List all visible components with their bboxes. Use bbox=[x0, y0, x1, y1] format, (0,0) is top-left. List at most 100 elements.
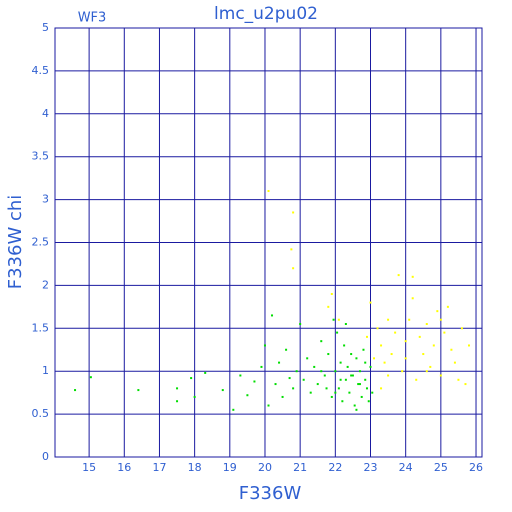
point bbox=[369, 365, 372, 368]
point bbox=[357, 383, 360, 386]
point bbox=[281, 395, 284, 398]
point bbox=[204, 371, 207, 374]
point bbox=[351, 374, 354, 377]
point bbox=[193, 395, 196, 398]
point bbox=[450, 348, 453, 351]
point bbox=[365, 387, 368, 390]
point bbox=[380, 387, 383, 390]
point bbox=[390, 353, 393, 356]
point bbox=[383, 361, 386, 364]
point bbox=[278, 361, 281, 364]
x-tick-label: 23 bbox=[364, 461, 378, 474]
x-tick-label: 22 bbox=[328, 461, 342, 474]
point bbox=[260, 365, 263, 368]
point bbox=[404, 340, 407, 343]
point bbox=[358, 383, 361, 386]
point bbox=[239, 374, 242, 377]
point bbox=[336, 331, 339, 334]
point bbox=[327, 353, 330, 356]
y-tick-label: 0.5 bbox=[32, 407, 50, 420]
point bbox=[246, 394, 249, 397]
point bbox=[337, 318, 340, 321]
point bbox=[253, 380, 256, 383]
x-tick-label: 16 bbox=[117, 461, 131, 474]
point bbox=[295, 370, 298, 373]
point bbox=[263, 344, 266, 347]
point bbox=[267, 404, 270, 407]
point bbox=[176, 400, 179, 403]
point bbox=[364, 361, 367, 364]
point bbox=[299, 323, 302, 326]
point bbox=[429, 365, 432, 368]
point bbox=[190, 377, 193, 380]
point bbox=[443, 331, 446, 334]
point bbox=[323, 374, 326, 377]
point bbox=[74, 389, 77, 392]
x-tick-label: 21 bbox=[293, 461, 307, 474]
point bbox=[376, 327, 379, 330]
point bbox=[343, 344, 346, 347]
point bbox=[411, 297, 414, 300]
point bbox=[348, 391, 351, 394]
y-tick-label: 5 bbox=[42, 21, 49, 34]
point bbox=[316, 383, 319, 386]
point bbox=[330, 395, 333, 398]
point bbox=[453, 361, 456, 364]
point bbox=[467, 344, 470, 347]
point bbox=[401, 370, 404, 373]
y-tick-label: 2.5 bbox=[32, 236, 50, 249]
point bbox=[344, 323, 347, 326]
x-tick-label: 15 bbox=[82, 461, 96, 474]
point bbox=[355, 408, 358, 411]
y-tick-label: 3.5 bbox=[32, 150, 50, 163]
point bbox=[176, 387, 179, 390]
point bbox=[327, 305, 330, 308]
point bbox=[369, 301, 372, 304]
point bbox=[232, 408, 235, 411]
point bbox=[355, 357, 358, 360]
point bbox=[271, 314, 274, 317]
point bbox=[267, 190, 270, 193]
point bbox=[418, 335, 421, 338]
y-tick-label: 4 bbox=[42, 107, 49, 120]
point bbox=[360, 395, 363, 398]
point bbox=[387, 374, 390, 377]
x-tick-label: 17 bbox=[152, 461, 166, 474]
point bbox=[387, 318, 390, 321]
point bbox=[334, 370, 337, 373]
point bbox=[446, 305, 449, 308]
point bbox=[274, 383, 277, 386]
y-tick-label: 2 bbox=[42, 278, 49, 291]
point bbox=[350, 374, 353, 377]
point bbox=[425, 323, 428, 326]
point bbox=[439, 318, 442, 321]
point bbox=[425, 370, 428, 373]
y-axis-label: F336W chi bbox=[5, 195, 26, 290]
chart-title: lmc_u2pu02 bbox=[214, 4, 318, 24]
point bbox=[330, 292, 333, 295]
point bbox=[460, 327, 463, 330]
point bbox=[292, 387, 295, 390]
chart-subtitle: WF3 bbox=[78, 11, 107, 26]
x-tick-label: 25 bbox=[434, 461, 448, 474]
y-tick-label: 1 bbox=[42, 364, 49, 377]
point bbox=[436, 310, 439, 313]
x-tick-label: 24 bbox=[399, 461, 413, 474]
point bbox=[302, 378, 305, 381]
point bbox=[332, 318, 335, 321]
x-tick-label: 18 bbox=[188, 461, 202, 474]
point bbox=[362, 348, 365, 351]
point bbox=[339, 378, 342, 381]
y-tick-label: 3 bbox=[42, 193, 49, 206]
x-tick-label: 20 bbox=[258, 461, 272, 474]
point bbox=[320, 370, 323, 373]
point bbox=[350, 353, 353, 356]
point bbox=[137, 389, 140, 392]
point bbox=[415, 378, 418, 381]
point bbox=[411, 275, 414, 278]
point bbox=[394, 331, 397, 334]
point bbox=[309, 391, 312, 394]
point bbox=[344, 378, 347, 381]
point bbox=[367, 400, 370, 403]
